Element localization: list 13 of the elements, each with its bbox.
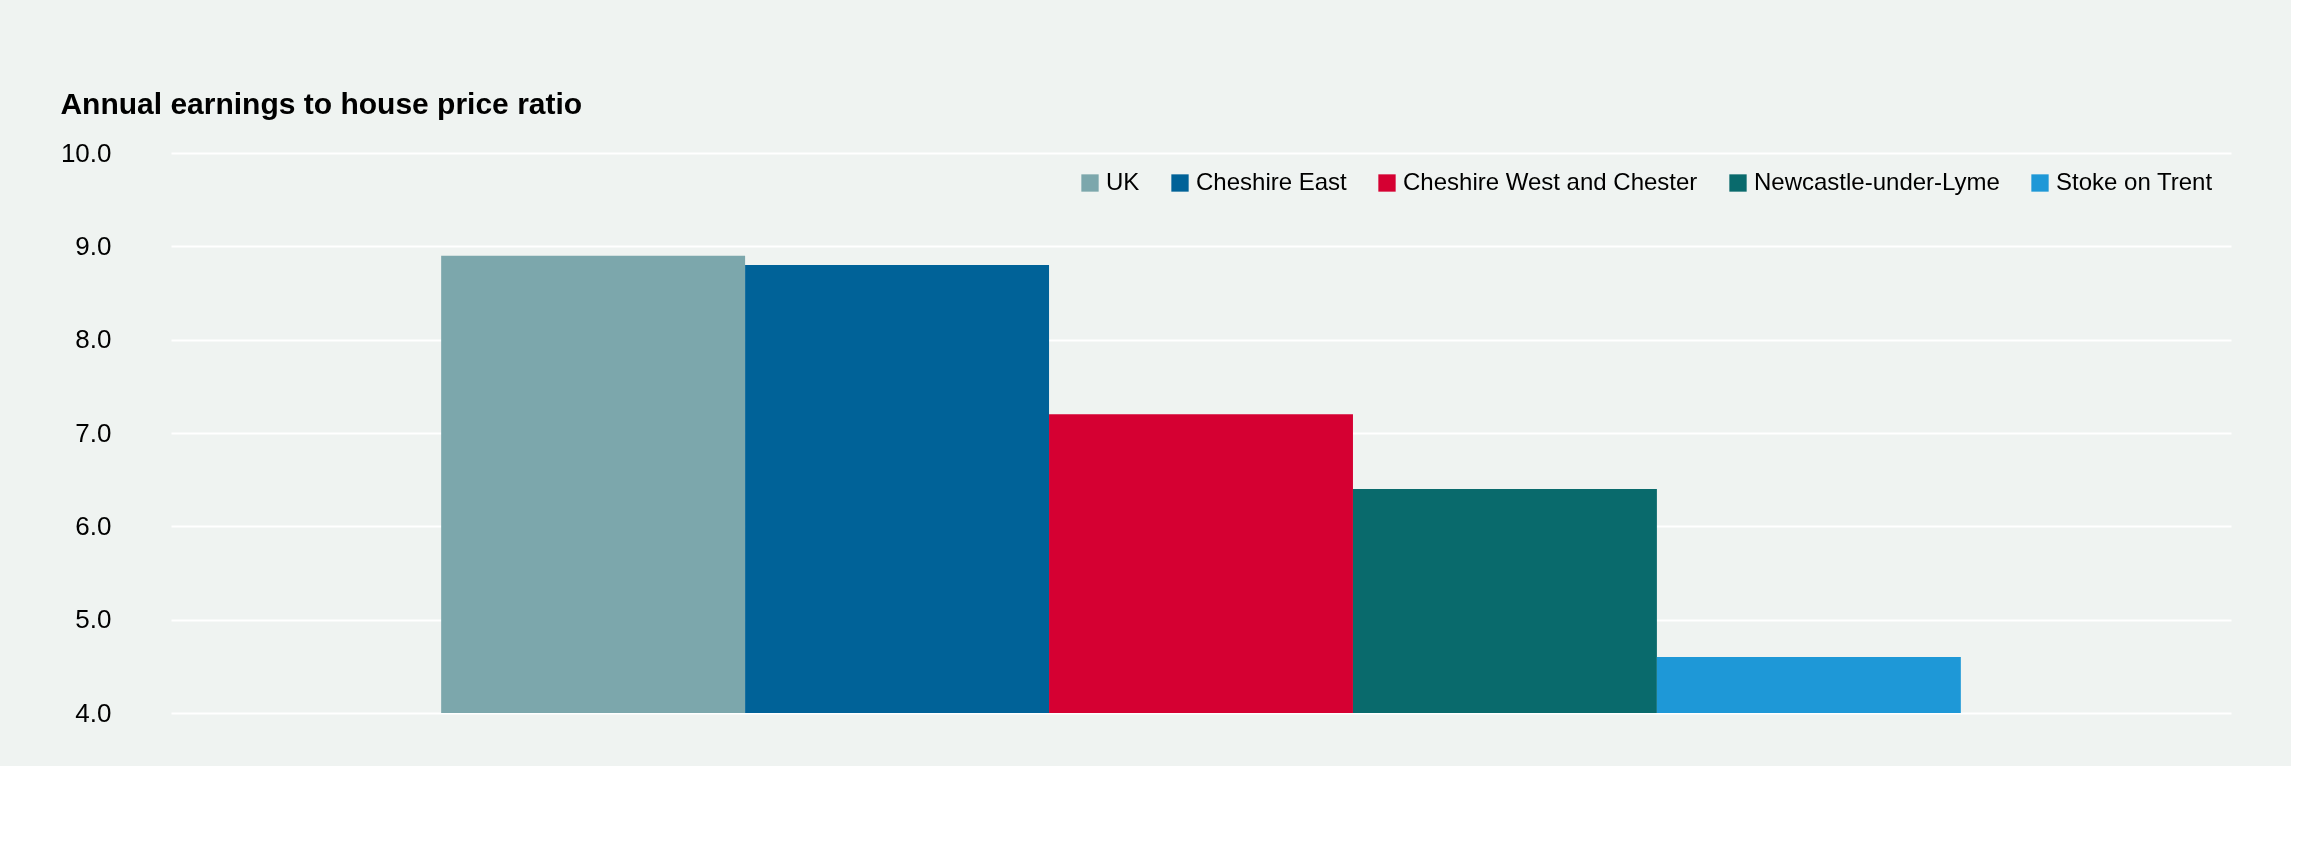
y-tick-label: 7.0 [75,417,112,448]
legend-label: UK [1106,168,1140,195]
y-tick-label: 6.0 [75,510,112,541]
y-tick-label: 4.0 [75,697,112,728]
legend-label: Stoke on Trent [2056,168,2213,195]
legend-label: Newcastle-under-Lyme [1754,168,2000,195]
y-tick-label: 8.0 [75,324,112,355]
y-tick-label: 9.0 [75,230,112,261]
legend-label: Cheshire East [1196,168,1348,195]
y-tick-label: 10.0 [60,137,112,168]
y-tick-label: 5.0 [75,604,112,635]
chart-title: Annual earnings to house price ratio [60,87,583,120]
legend-label: Cheshire West and Chester [1403,168,1698,195]
